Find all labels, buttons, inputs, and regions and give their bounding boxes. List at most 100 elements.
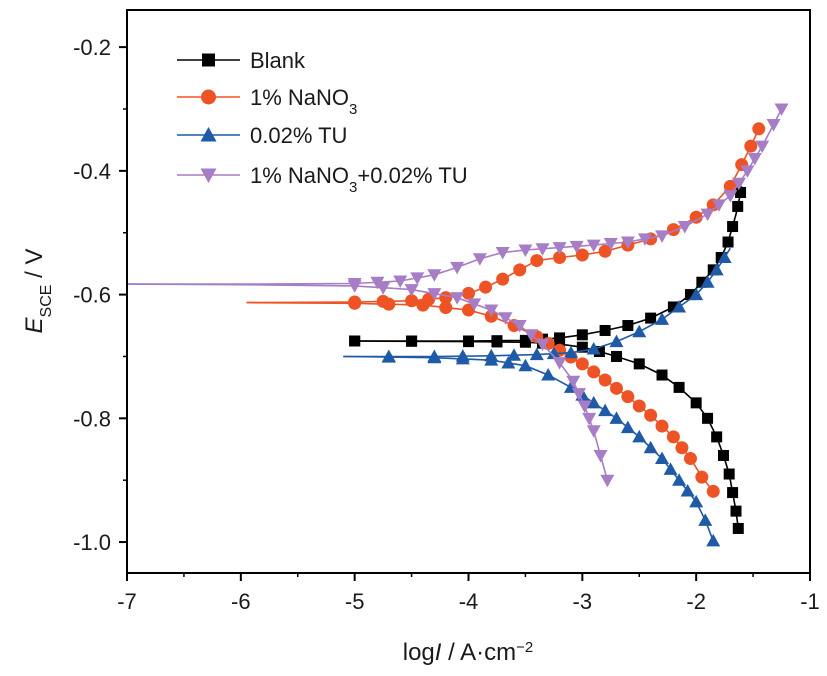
series-3-cathodic-point xyxy=(655,451,670,465)
series-4-cathodic-point xyxy=(552,357,567,370)
series-4-anodic-point xyxy=(723,190,738,203)
series-4-cathodic-point xyxy=(512,320,527,333)
series-4-anodic-point xyxy=(620,236,635,250)
series-2-cathodic-point xyxy=(462,303,475,317)
x-tick-label: -6 xyxy=(231,589,251,614)
series-4-cathodic-point xyxy=(593,449,608,463)
series-2-anodic-point xyxy=(462,286,475,300)
series-4-anodic-point xyxy=(552,242,567,255)
legend-marker xyxy=(202,53,215,67)
series-1 xyxy=(349,186,747,534)
axes-layer: -7 -6 -5 -4 -3 -2 -1 -1.0 -0.8 -0.6 -0.4 -0.2 xyxy=(73,35,820,614)
series-2-cathodic-point xyxy=(598,373,612,387)
series-4-anodic-point xyxy=(766,118,781,132)
series-1-cathodic-point xyxy=(732,522,744,534)
series-4-cathodic-point xyxy=(404,284,419,297)
series-4-cathodic-point xyxy=(577,400,592,413)
series-3-cathodic-point xyxy=(680,484,695,497)
series-4-cathodic-point xyxy=(586,425,601,438)
series-3-cathodic-point xyxy=(672,473,687,486)
series-1-anodic-point xyxy=(727,221,739,233)
series-3-cathodic-point xyxy=(620,420,635,434)
series-1-cathodic-point xyxy=(690,397,702,409)
series-2-cathodic-point xyxy=(587,365,601,379)
series-1-cathodic-point xyxy=(711,431,723,443)
series-1-anodic-point xyxy=(732,200,744,212)
series-2-anodic-point xyxy=(530,254,544,268)
series-3-anodic-point xyxy=(586,342,601,355)
series-2-anodic-point xyxy=(496,272,510,286)
series-3-cathodic-point xyxy=(663,462,678,475)
series-3-anodic-point xyxy=(689,287,704,301)
series-1-anodic-point xyxy=(684,289,696,301)
series-4-anodic-point xyxy=(677,221,692,234)
series-3-anodic-point xyxy=(507,348,522,361)
series-2-cathodic-point xyxy=(644,408,658,422)
series-4-cathodic-point xyxy=(566,375,581,389)
series-1-cathodic-line xyxy=(354,340,740,529)
series-4-cathodic-point xyxy=(376,282,391,295)
series-4-cathodic-point xyxy=(427,288,442,301)
series-1-cathodic-point xyxy=(519,336,531,348)
series-4-cathodic-point xyxy=(582,412,597,426)
series-2-cathodic-point xyxy=(675,441,689,455)
y-tick-label: -1.0 xyxy=(73,530,111,555)
series-3-cathodic-point xyxy=(632,429,647,443)
series-4-anodic-point xyxy=(569,240,584,254)
series-3-cathodic-point xyxy=(643,440,658,454)
series-1-anodic-point xyxy=(735,187,747,199)
series-2-anodic-point xyxy=(405,294,419,308)
series-3 xyxy=(343,247,732,547)
series-3-cathodic-point xyxy=(541,368,556,381)
series-1-cathodic-point xyxy=(673,381,685,393)
series-2-cathodic-point xyxy=(621,390,635,404)
series-3-anodic-point xyxy=(609,334,624,348)
series-2-anodic-point xyxy=(598,244,612,258)
series-4-anodic-point xyxy=(747,152,762,166)
series-1-cathodic-point xyxy=(633,358,645,370)
series-2-cathodic-point xyxy=(348,296,362,310)
series-4-cathodic-point xyxy=(467,298,482,311)
series-2-anodic-point xyxy=(479,280,493,294)
legend-marker xyxy=(200,127,217,142)
series-2-cathodic-point xyxy=(655,419,669,433)
series-4-anodic-point xyxy=(603,238,618,251)
series-2-cathodic-point xyxy=(416,298,430,312)
series-2-anodic-point xyxy=(575,248,589,262)
series-2-cathodic-point xyxy=(695,470,709,484)
x-tick-label: -7 xyxy=(117,589,137,614)
series-3-anodic-point xyxy=(672,299,687,313)
series-1-anodic-line xyxy=(354,186,743,342)
series-1-cathodic-point xyxy=(349,335,361,347)
series-1-cathodic-point xyxy=(723,468,735,480)
series-4-cathodic-point xyxy=(524,329,539,342)
series-1-anodic-point xyxy=(696,276,708,288)
series-4-anodic-point xyxy=(774,103,789,116)
series-3-cathodic-point xyxy=(518,358,533,372)
series-3-cathodic-point xyxy=(484,353,499,366)
series-1-anodic-point xyxy=(645,312,657,324)
series-2-anodic-point xyxy=(752,122,766,136)
series-3-anodic-point xyxy=(700,275,715,288)
series-2-cathodic-point xyxy=(382,297,396,311)
x-tick-label: -2 xyxy=(686,589,706,614)
series-layer xyxy=(126,103,789,547)
series-4-anodic-point xyxy=(740,165,755,178)
series-1-cathodic-point xyxy=(491,336,503,348)
series-3-anodic-point xyxy=(717,250,732,263)
series-4-cathodic-point xyxy=(498,312,513,325)
series-3-anodic-point xyxy=(709,262,724,276)
series-4-anodic-point xyxy=(450,261,465,275)
series-4-anodic-point xyxy=(755,140,770,154)
legend-label: 0.02% TU xyxy=(250,123,347,148)
series-2-cathodic-point xyxy=(666,430,680,444)
series-4-cathodic-point xyxy=(484,304,499,318)
series-4-anodic-point xyxy=(637,233,652,246)
series-4-cathodic-point xyxy=(450,292,465,305)
legend-marker xyxy=(200,168,217,183)
series-3-cathodic-point xyxy=(598,403,613,417)
series-4-anodic-point xyxy=(472,253,487,266)
legend-label: Blank xyxy=(250,48,306,73)
series-4-anodic-point xyxy=(427,269,442,282)
